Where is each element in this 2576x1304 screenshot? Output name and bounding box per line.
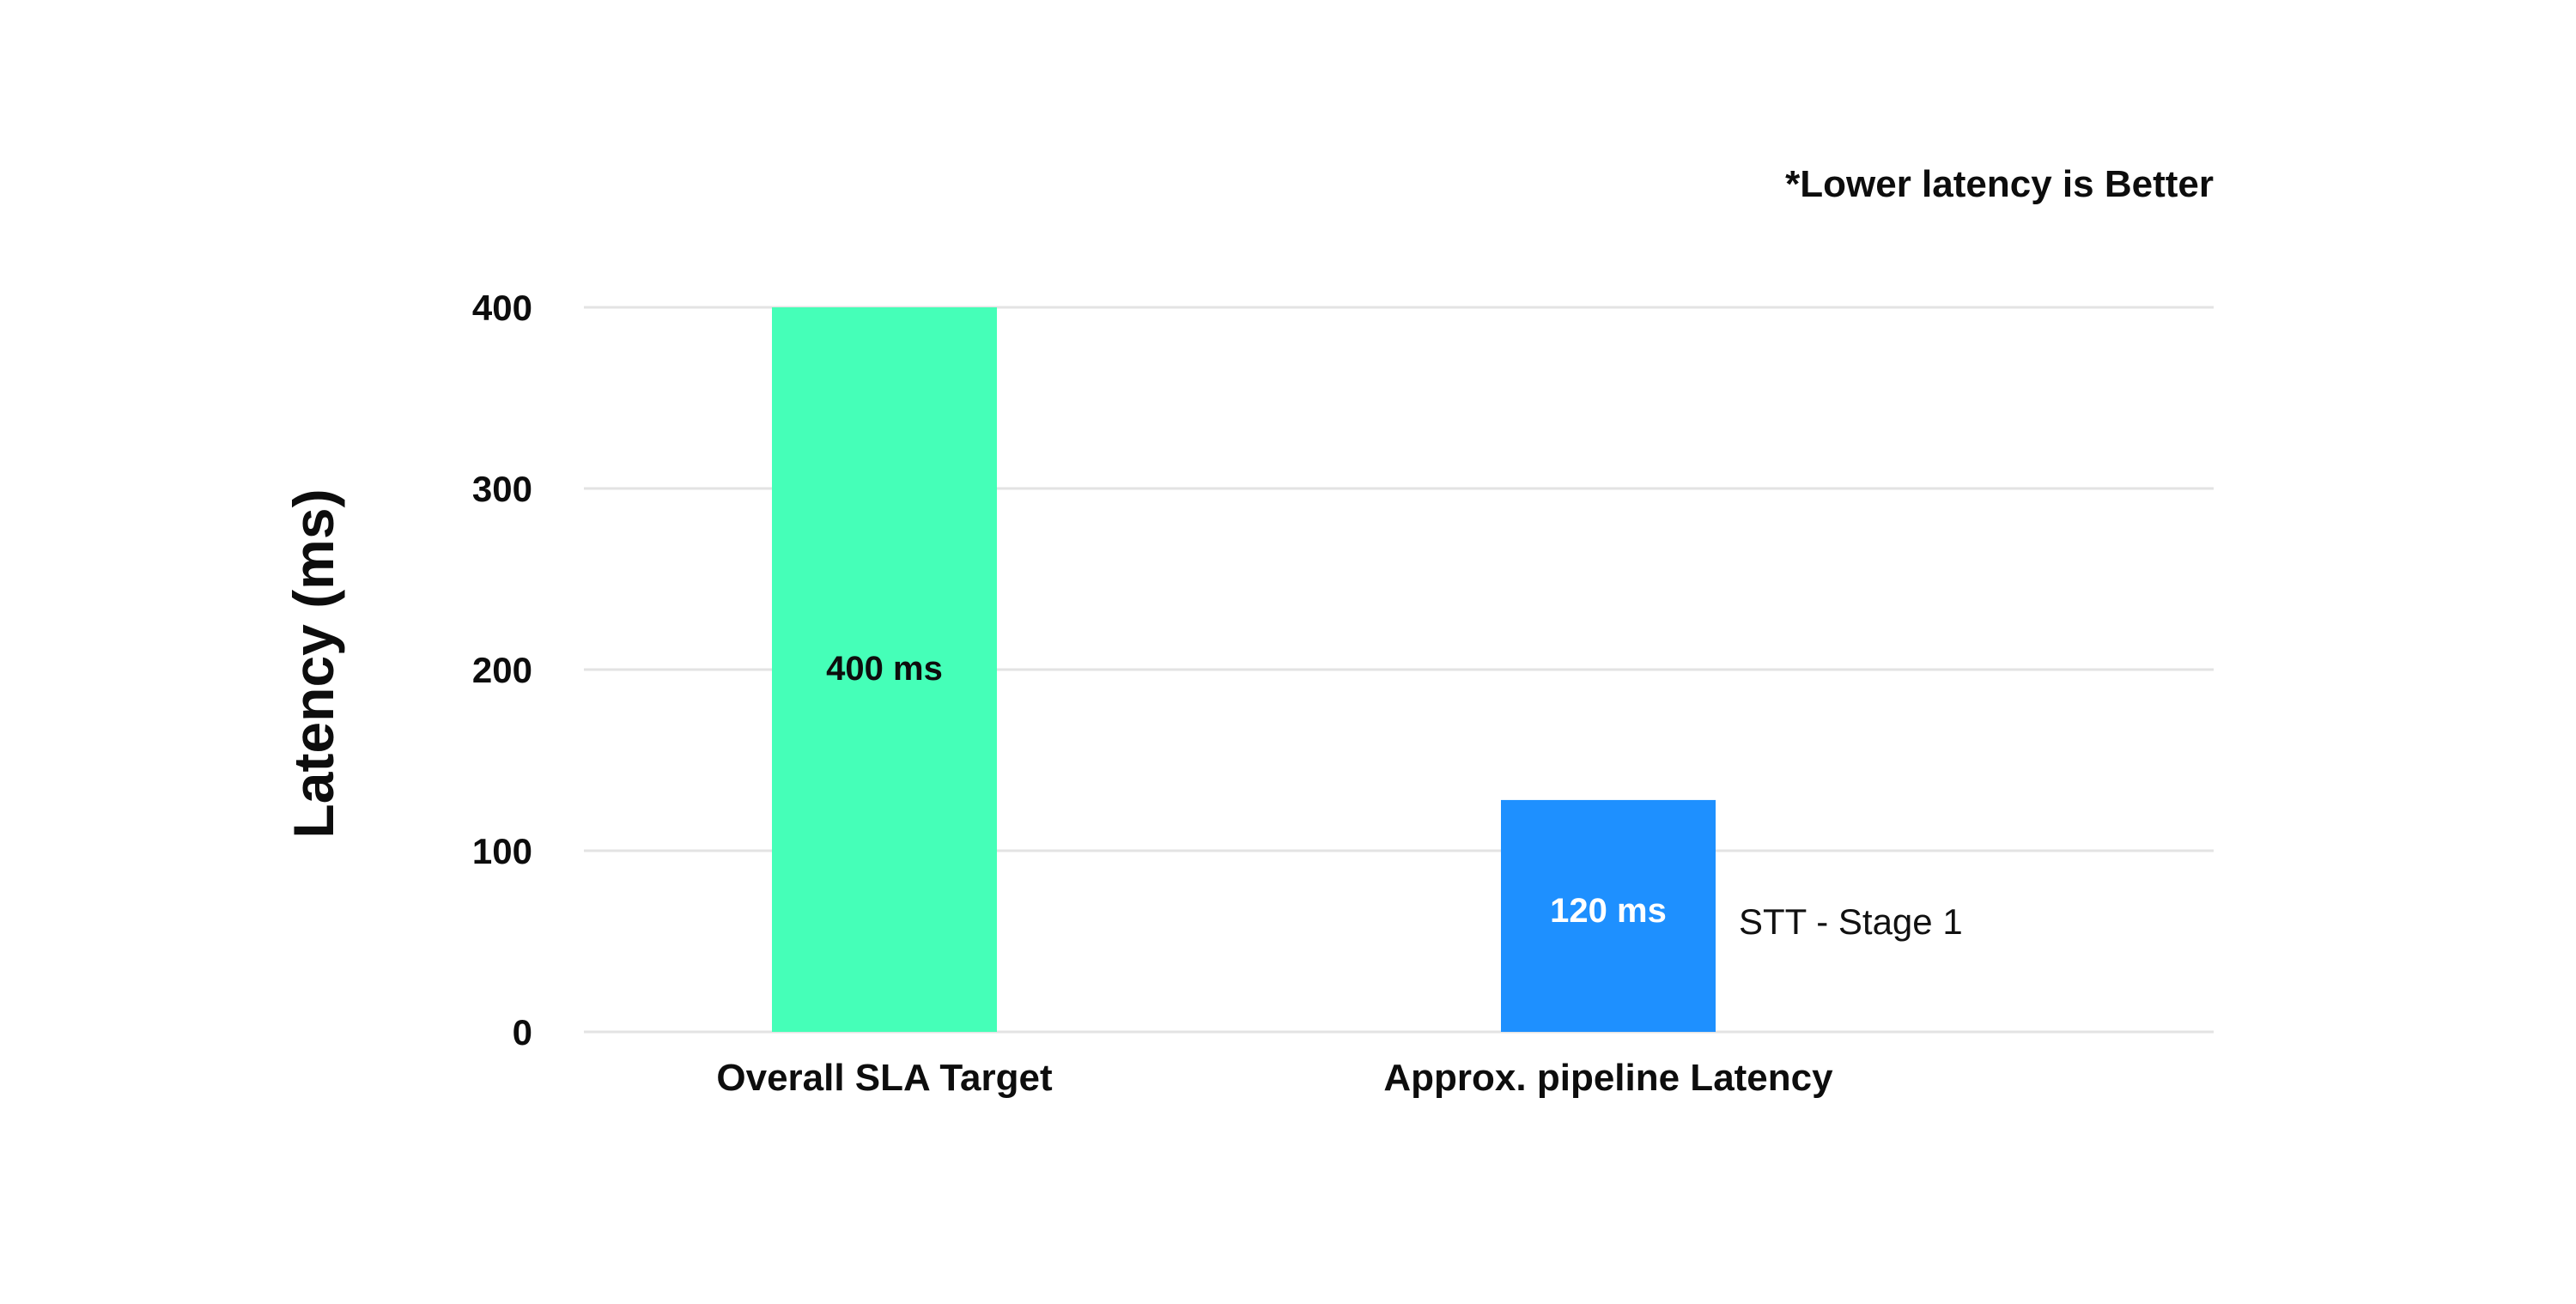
bar-overall-sla-target	[772, 307, 997, 1032]
bar-data-labels: 400 ms 120 ms	[826, 650, 1667, 930]
y-tick-label-300: 300	[472, 469, 532, 509]
x-axis-categories: Overall SLA Target Approx. pipeline Laten…	[716, 1057, 1833, 1099]
y-tick-label-400: 400	[472, 288, 532, 328]
data-label-overall-sla-target: 400 ms	[826, 650, 943, 688]
annotations: STT - Stage 1	[1739, 901, 1963, 942]
chart-note: *Lower latency is Better	[1785, 163, 2214, 205]
category-label-overall-sla-target: Overall SLA Target	[716, 1057, 1053, 1099]
data-label-approx-pipeline-latency: 120 ms	[1550, 892, 1667, 930]
annotation-stage-label: STT - Stage 1	[1739, 901, 1963, 942]
y-axis-title: Latency (ms)	[282, 488, 345, 838]
y-tick-label-100: 100	[472, 831, 532, 871]
y-tick-label-0: 0	[513, 1012, 532, 1052]
bar-approx-pipeline-latency	[1501, 799, 1716, 1032]
category-label-approx-pipeline-latency: Approx. pipeline Latency	[1383, 1057, 1833, 1099]
y-axis-ticks: 0 100 200 300 400	[472, 288, 532, 1052]
bars	[772, 307, 1716, 1032]
y-tick-label-200: 200	[472, 650, 532, 690]
